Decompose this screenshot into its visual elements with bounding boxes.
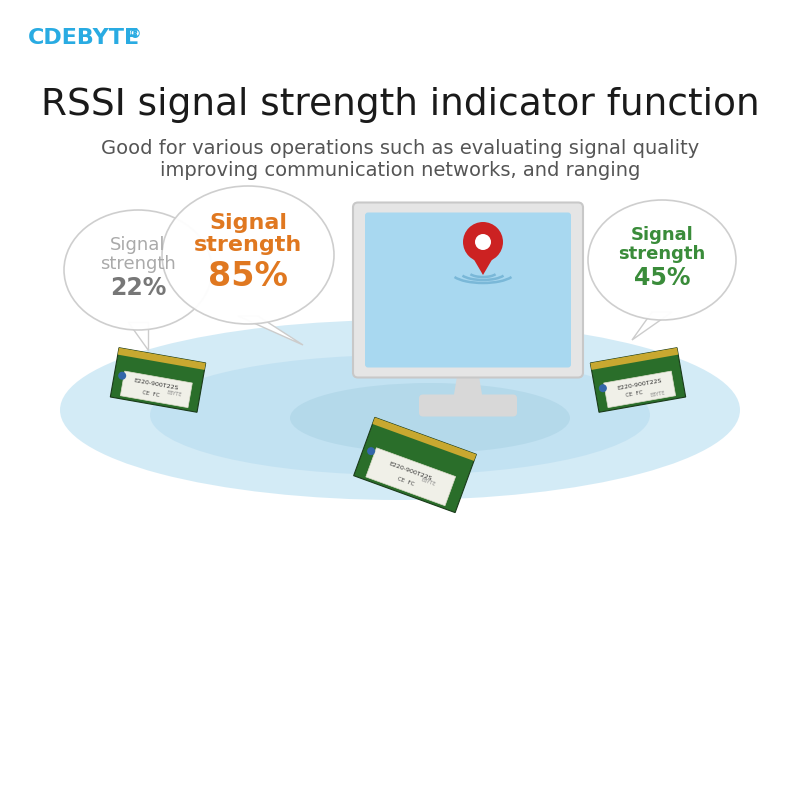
Ellipse shape xyxy=(162,186,334,324)
Ellipse shape xyxy=(60,320,740,500)
Polygon shape xyxy=(466,246,500,275)
Text: 22%: 22% xyxy=(110,276,166,300)
Text: CE  FC: CE FC xyxy=(397,477,415,487)
Ellipse shape xyxy=(588,200,736,320)
Text: 45%: 45% xyxy=(634,266,690,290)
Polygon shape xyxy=(373,418,476,461)
Polygon shape xyxy=(238,316,303,345)
Text: improving communication networks, and ranging: improving communication networks, and ra… xyxy=(160,161,640,179)
Ellipse shape xyxy=(150,355,650,475)
Text: RSSI signal strength indicator function: RSSI signal strength indicator function xyxy=(41,87,759,123)
Polygon shape xyxy=(366,448,456,506)
Text: CDEBYTE: CDEBYTE xyxy=(28,28,140,48)
Polygon shape xyxy=(120,371,192,408)
Text: CE  FC: CE FC xyxy=(142,390,161,398)
Text: EBYTE: EBYTE xyxy=(650,390,666,398)
Text: Signal: Signal xyxy=(110,236,166,254)
Text: EBYTE: EBYTE xyxy=(421,477,437,486)
Text: E220-900T22S: E220-900T22S xyxy=(389,462,433,482)
Text: CE  FC: CE FC xyxy=(626,390,644,398)
FancyBboxPatch shape xyxy=(419,394,517,417)
Polygon shape xyxy=(632,312,672,340)
Polygon shape xyxy=(128,322,148,350)
Text: Good for various operations such as evaluating signal quality: Good for various operations such as eval… xyxy=(101,138,699,158)
Text: E220-900T22S: E220-900T22S xyxy=(134,378,179,390)
Circle shape xyxy=(475,234,491,250)
Polygon shape xyxy=(110,348,206,412)
Text: strength: strength xyxy=(618,245,706,263)
Text: Signal: Signal xyxy=(630,226,694,244)
Text: Signal: Signal xyxy=(209,213,287,233)
Polygon shape xyxy=(590,348,686,412)
Circle shape xyxy=(463,222,503,262)
Text: strength: strength xyxy=(194,235,302,255)
Text: 85%: 85% xyxy=(208,261,288,294)
FancyBboxPatch shape xyxy=(353,202,583,378)
Ellipse shape xyxy=(64,210,212,330)
Text: EBYTE: EBYTE xyxy=(166,390,182,398)
FancyBboxPatch shape xyxy=(365,213,571,367)
Polygon shape xyxy=(453,370,483,401)
Text: strength: strength xyxy=(100,255,176,273)
Text: E220-900T22S: E220-900T22S xyxy=(617,378,662,390)
Polygon shape xyxy=(354,418,476,513)
Text: ®: ® xyxy=(128,28,141,41)
Circle shape xyxy=(118,372,126,380)
Polygon shape xyxy=(590,348,678,370)
Circle shape xyxy=(367,447,375,455)
Polygon shape xyxy=(604,371,676,408)
Polygon shape xyxy=(118,348,206,370)
Circle shape xyxy=(599,384,607,392)
Ellipse shape xyxy=(290,383,570,453)
